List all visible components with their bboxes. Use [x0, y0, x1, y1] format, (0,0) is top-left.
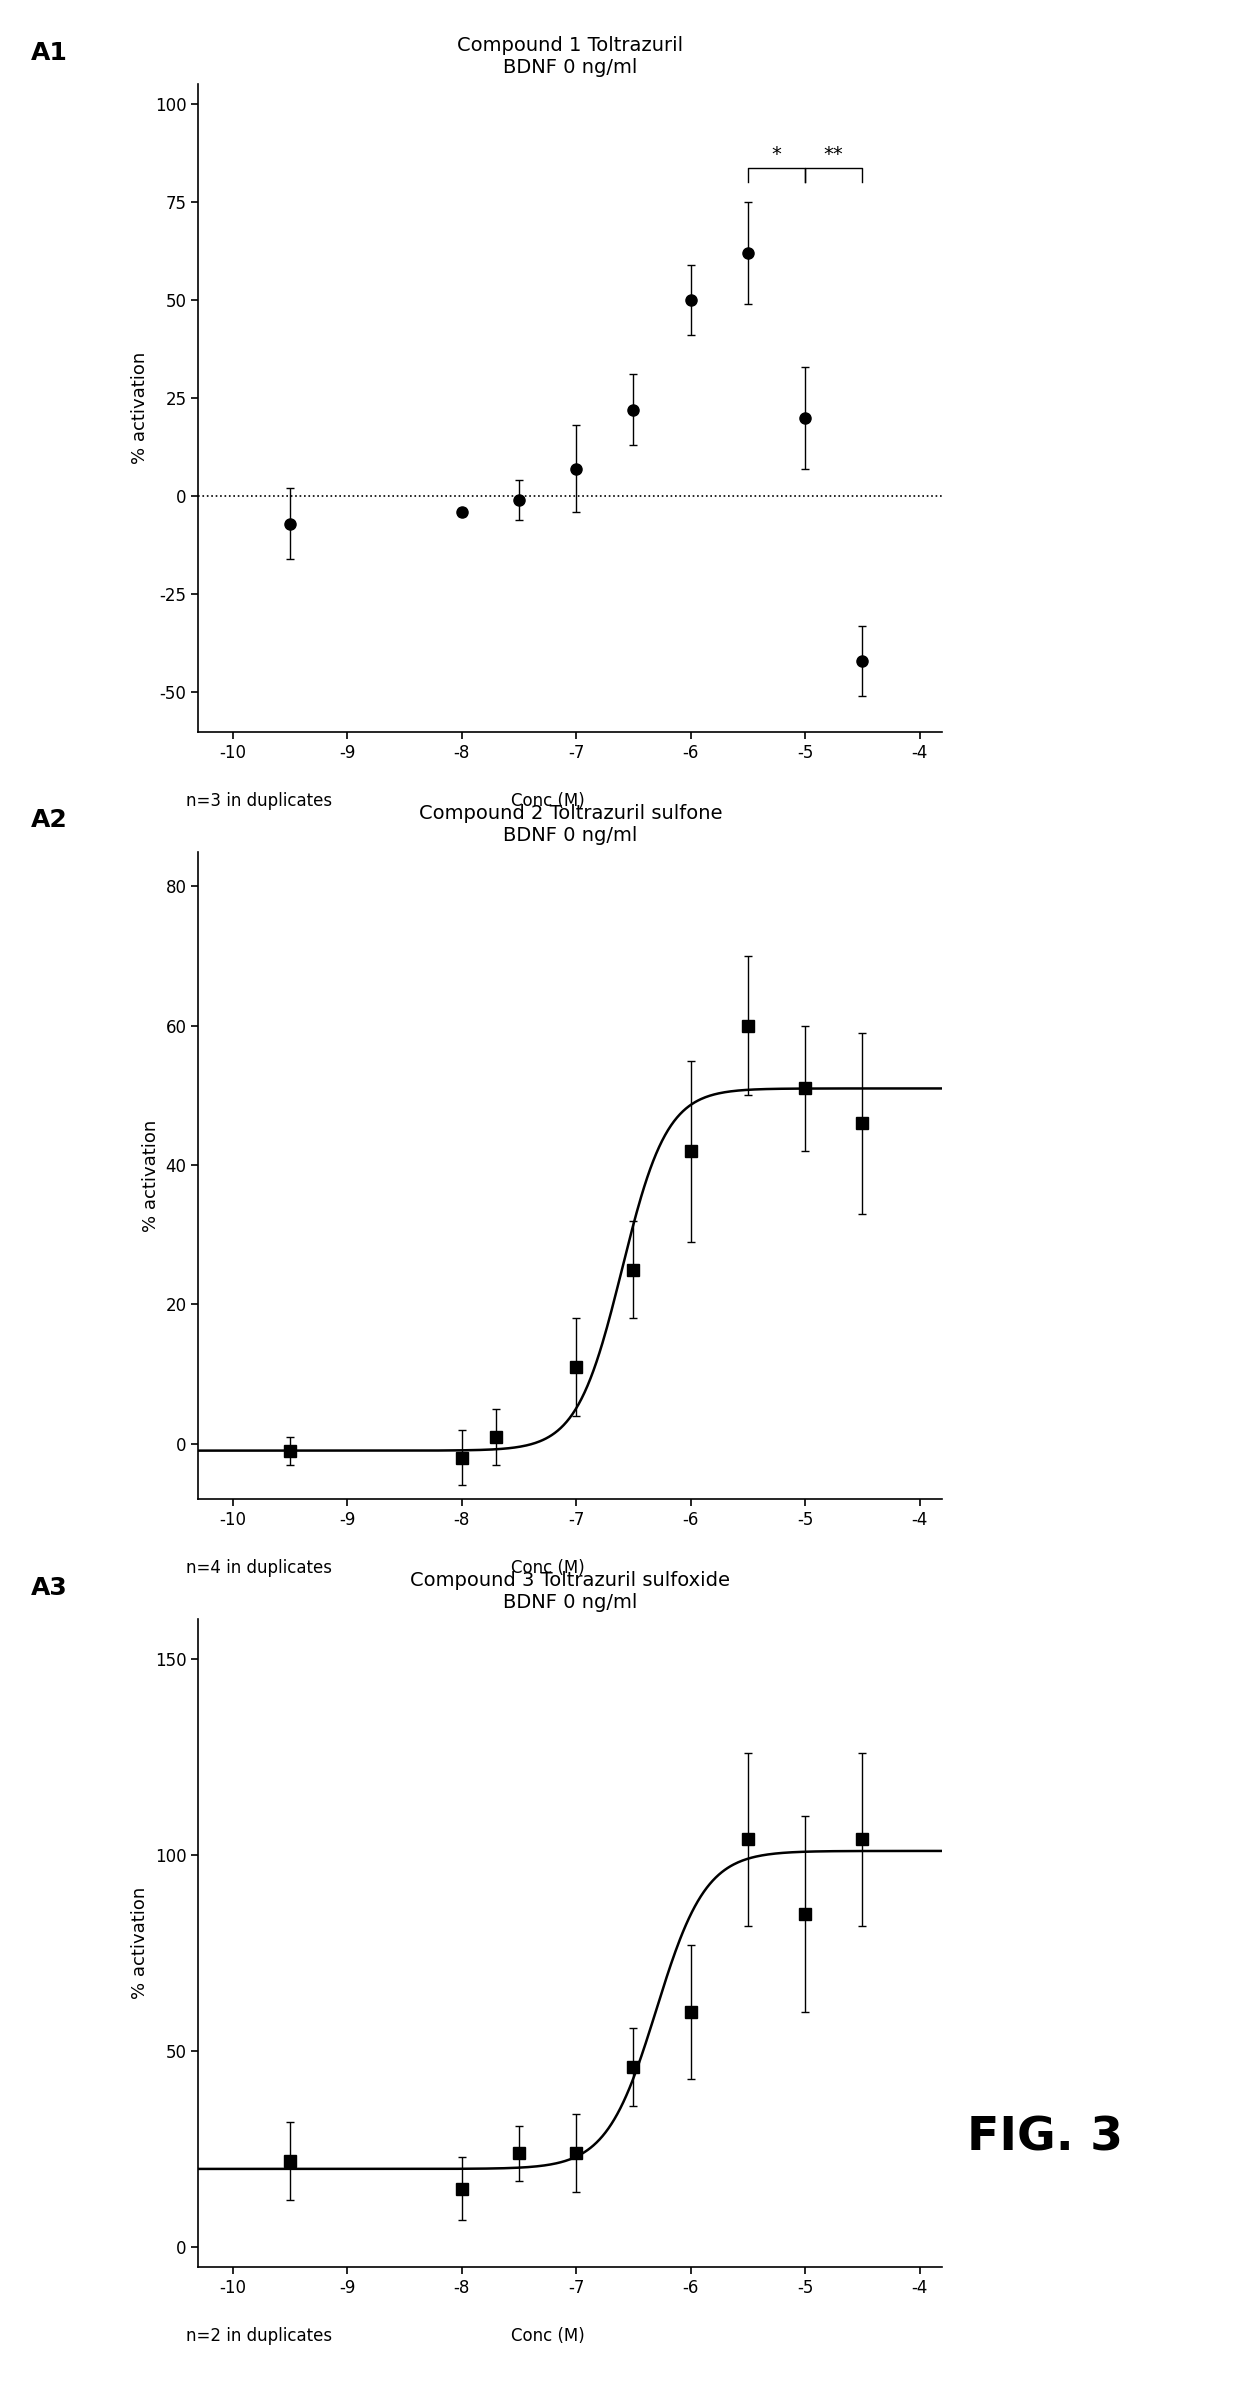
Title: Compound 2 Toltrazuril sulfone
BDNF 0 ng/ml: Compound 2 Toltrazuril sulfone BDNF 0 ng…	[419, 804, 722, 844]
Text: **: **	[823, 146, 843, 166]
Text: Conc (M): Conc (M)	[511, 2327, 584, 2346]
Y-axis label: % activation: % activation	[141, 1120, 160, 1231]
Text: n=4 in duplicates: n=4 in duplicates	[186, 1559, 332, 1579]
Text: FIG. 3: FIG. 3	[967, 2116, 1123, 2159]
Y-axis label: % activation: % activation	[131, 353, 149, 463]
Y-axis label: % activation: % activation	[131, 1888, 149, 1998]
Text: A2: A2	[31, 808, 68, 832]
Text: n=2 in duplicates: n=2 in duplicates	[186, 2327, 332, 2346]
Text: Conc (M): Conc (M)	[511, 792, 584, 811]
Text: A3: A3	[31, 1576, 68, 1600]
Title: Compound 3 Toltrazuril sulfoxide
BDNF 0 ng/ml: Compound 3 Toltrazuril sulfoxide BDNF 0 …	[410, 1571, 730, 1612]
Title: Compound 1 Toltrazuril
BDNF 0 ng/ml: Compound 1 Toltrazuril BDNF 0 ng/ml	[458, 36, 683, 77]
Text: *: *	[771, 146, 781, 166]
Text: Conc (M): Conc (M)	[511, 1559, 584, 1579]
Text: A1: A1	[31, 41, 68, 65]
Text: n=3 in duplicates: n=3 in duplicates	[186, 792, 332, 811]
